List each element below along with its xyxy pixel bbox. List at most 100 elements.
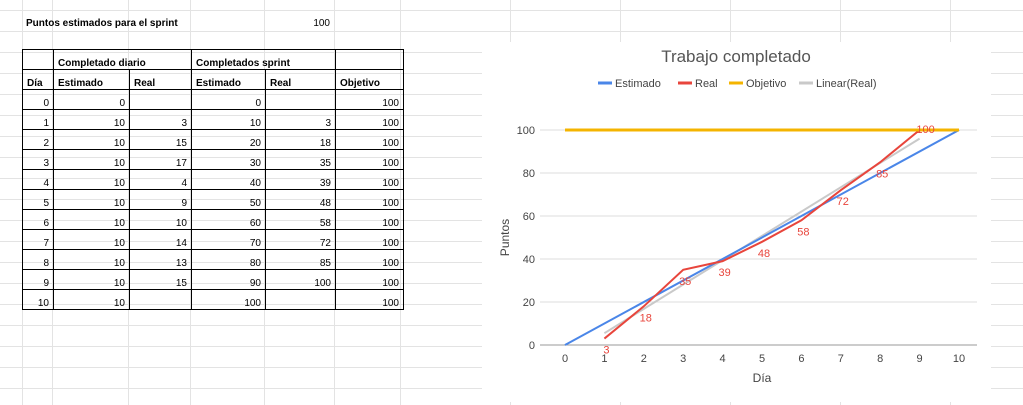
table-cell[interactable]: 0: [53, 89, 130, 110]
table-row: 3 10 17 30 35 100: [22, 149, 404, 170]
table-cell[interactable]: [129, 289, 192, 310]
table-cell[interactable]: 100: [335, 169, 404, 190]
table-cell[interactable]: 18: [265, 129, 336, 150]
table-cell[interactable]: 100: [335, 189, 404, 210]
series-line-0: [564, 129, 960, 346]
table-cell[interactable]: 7: [22, 229, 54, 250]
y-tick-label: 60: [523, 211, 535, 223]
data-label: 18: [640, 312, 652, 324]
cell[interactable]: [22, 49, 54, 70]
table-cell[interactable]: 0: [191, 89, 266, 110]
table-cell[interactable]: 80: [191, 249, 266, 270]
table-row: 4 10 4 40 39 100: [22, 169, 404, 190]
table-cell[interactable]: 10: [53, 189, 130, 210]
table-cell[interactable]: 10: [22, 289, 54, 310]
table-cell[interactable]: 10: [53, 269, 130, 290]
data-label: 48: [758, 248, 770, 260]
table-cell[interactable]: 3: [265, 109, 336, 130]
table-cell[interactable]: 0: [22, 89, 54, 110]
table-cell[interactable]: 30: [191, 149, 266, 170]
table-row: 1 10 3 10 3 100: [22, 109, 404, 130]
table-cell[interactable]: 10: [53, 289, 130, 310]
table-cell[interactable]: 100: [335, 249, 404, 270]
table-cell[interactable]: 10: [191, 109, 266, 130]
table-cell[interactable]: 35: [265, 149, 336, 170]
sprint-points-label[interactable]: Puntos estimados para el sprint: [26, 18, 178, 29]
table-row: 8 10 13 80 85 100: [22, 249, 404, 270]
table-cell[interactable]: 10: [53, 249, 130, 270]
burndown-chart[interactable]: Trabajo completado Estimado Real Objetivo Li…: [482, 42, 991, 402]
table-cell[interactable]: 60: [191, 209, 266, 230]
col-header-sprint-estimated[interactable]: Estimado: [191, 69, 266, 90]
table-cell[interactable]: 4: [129, 169, 192, 190]
x-tick-label: 0: [562, 353, 568, 365]
table-cell[interactable]: 10: [53, 229, 130, 250]
cell[interactable]: [335, 49, 404, 70]
col-header-daily-estimated[interactable]: Estimado: [53, 69, 130, 90]
x-tick-label: 3: [680, 353, 686, 365]
table-cell[interactable]: 10: [129, 209, 192, 230]
table-cell[interactable]: 100: [335, 129, 404, 150]
table-cell[interactable]: 100: [335, 229, 404, 250]
table-cell[interactable]: 15: [129, 269, 192, 290]
table-cell[interactable]: 10: [53, 149, 130, 170]
data-label: 3: [603, 345, 609, 357]
x-tick-label: 4: [720, 353, 726, 365]
table-cell[interactable]: 6: [22, 209, 54, 230]
data-label: 100: [916, 124, 934, 136]
table-cell[interactable]: 8: [22, 249, 54, 270]
group-header-daily[interactable]: Completado diario: [53, 49, 192, 70]
sprint-points-value[interactable]: 100: [313, 18, 330, 29]
table-cell[interactable]: 3: [129, 109, 192, 130]
table-cell[interactable]: 1: [22, 109, 54, 130]
burndown-table: Completado diario Completados sprint Día…: [22, 49, 404, 310]
col-header-objective[interactable]: Objetivo: [335, 69, 404, 90]
y-tick-label: 80: [523, 168, 535, 180]
table-cell[interactable]: 40: [191, 169, 266, 190]
table-cell[interactable]: 39: [265, 169, 336, 190]
table-cell[interactable]: 10: [53, 109, 130, 130]
table-cell[interactable]: 90: [191, 269, 266, 290]
table-cell[interactable]: 14: [129, 229, 192, 250]
table-cell[interactable]: 70: [191, 229, 266, 250]
table-cell[interactable]: 48: [265, 189, 336, 210]
grid-line: [0, 10, 1023, 11]
table-cell[interactable]: 3: [22, 149, 54, 170]
table-cell[interactable]: 85: [265, 249, 336, 270]
table-cell[interactable]: 10: [53, 209, 130, 230]
group-header-sprint[interactable]: Completados sprint: [191, 49, 336, 70]
table-row: 0 0 0 100: [22, 89, 404, 110]
table-cell[interactable]: 100: [335, 289, 404, 310]
table-cell[interactable]: 58: [265, 209, 336, 230]
table-cell[interactable]: 100: [335, 149, 404, 170]
series-line-1: [603, 129, 921, 340]
table-cell[interactable]: 100: [335, 109, 404, 130]
col-header-sprint-real[interactable]: Real: [265, 69, 336, 90]
table-cell[interactable]: 100: [335, 89, 404, 110]
table-cell[interactable]: 20: [191, 129, 266, 150]
table-cell[interactable]: 10: [53, 169, 130, 190]
table-cell[interactable]: 15: [129, 129, 192, 150]
data-label: 35: [679, 276, 691, 288]
table-cell[interactable]: 9: [22, 269, 54, 290]
col-header-day[interactable]: Día: [22, 69, 54, 90]
table-cell[interactable]: 72: [265, 229, 336, 250]
table-cell[interactable]: 5: [22, 189, 54, 210]
table-cell[interactable]: [129, 89, 192, 110]
table-cell[interactable]: 100: [335, 209, 404, 230]
grid-line: [0, 31, 1023, 32]
x-tick-label: 5: [759, 353, 765, 365]
table-cell[interactable]: [265, 289, 336, 310]
table-cell[interactable]: 2: [22, 129, 54, 150]
table-cell[interactable]: 4: [22, 169, 54, 190]
col-header-daily-real[interactable]: Real: [129, 69, 192, 90]
table-cell[interactable]: 100: [335, 269, 404, 290]
table-cell[interactable]: 100: [265, 269, 336, 290]
table-cell[interactable]: 100: [191, 289, 266, 310]
table-cell[interactable]: [265, 89, 336, 110]
table-cell[interactable]: 10: [53, 129, 130, 150]
table-cell[interactable]: 50: [191, 189, 266, 210]
table-cell[interactable]: 13: [129, 249, 192, 270]
table-cell[interactable]: 9: [129, 189, 192, 210]
table-cell[interactable]: 17: [129, 149, 192, 170]
